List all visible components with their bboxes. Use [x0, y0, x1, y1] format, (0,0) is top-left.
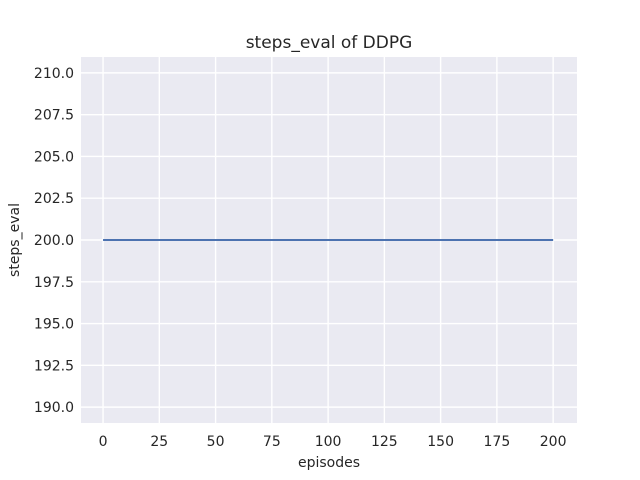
x-tick-label: 50	[207, 434, 225, 450]
x-axis-label: episodes	[297, 455, 361, 471]
y-tick-label: 192.5	[34, 358, 74, 374]
y-tick-label: 202.5	[34, 191, 74, 207]
x-tick-label: 150	[427, 434, 454, 450]
chart-title: steps_eval of DDPG	[245, 33, 413, 53]
y-tick-label: 205.0	[34, 149, 74, 165]
x-tick-label: 100	[315, 434, 342, 450]
y-tick-label: 190.0	[34, 400, 74, 416]
x-tick-label: 75	[263, 434, 281, 450]
y-tick-label: 207.5	[34, 108, 74, 124]
y-tick-label: 200.0	[34, 233, 74, 249]
y-tick-label: 210.0	[34, 66, 74, 82]
x-tick-label: 25	[150, 434, 168, 450]
x-tick-label: 200	[540, 434, 567, 450]
x-tick-label: 175	[484, 434, 511, 450]
x-tick-label: 0	[99, 434, 108, 450]
y-axis-label: steps_eval	[7, 203, 23, 277]
x-tick-label: 125	[371, 434, 398, 450]
y-tick-label: 197.5	[34, 275, 74, 291]
y-tick-label: 195.0	[34, 317, 74, 333]
